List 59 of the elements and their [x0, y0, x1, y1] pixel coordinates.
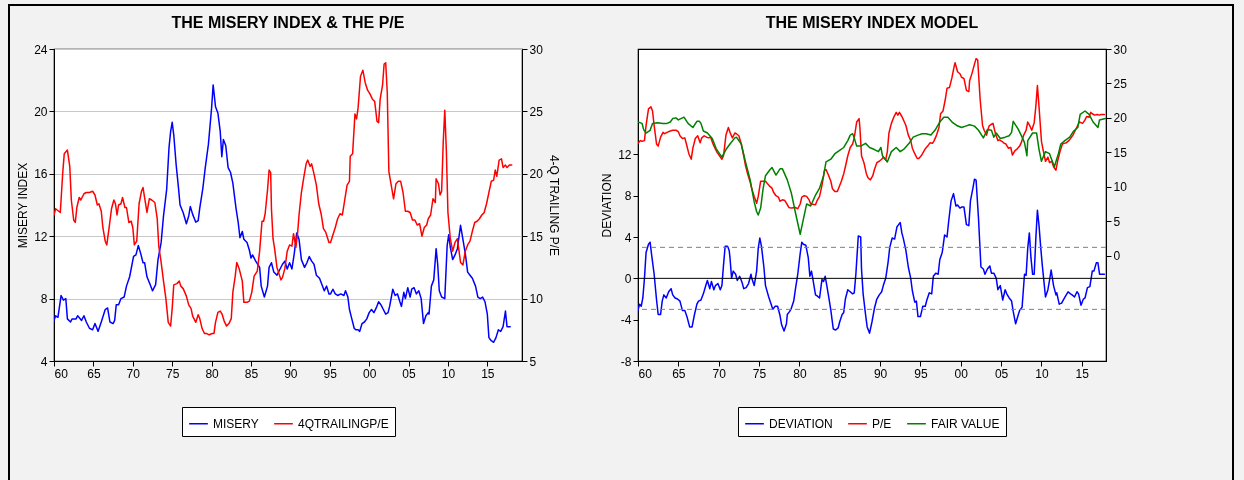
x-tick-label: 15	[481, 366, 495, 381]
x-tick-label: 15	[1075, 366, 1090, 381]
x-tick-label: 85	[244, 366, 259, 381]
y2-tick-label: 20	[529, 167, 544, 182]
y2-axis-title: 4-Q TRAILING P/E	[546, 154, 561, 257]
x-tick-label: 80	[205, 366, 220, 381]
x-tick-label: 60	[54, 366, 69, 381]
y2-tick-label: 10	[1113, 180, 1128, 195]
x-tick-label: 80	[793, 366, 807, 381]
y-tick-label: 4	[624, 230, 632, 245]
x-tick-label: 60	[638, 366, 653, 381]
legend-label: P/E	[872, 416, 892, 431]
x-tick-label: 70	[126, 366, 141, 381]
y2-tick-label: 10	[529, 292, 544, 307]
y2-tick-label: 5	[1113, 214, 1121, 229]
y-tick-label: 24	[34, 42, 48, 57]
legend-label: 4QTRAILINGP/E	[298, 416, 389, 431]
y-tick-label: -4	[620, 313, 632, 328]
y2-tick-label: 5	[529, 354, 537, 369]
legend-label: MISERY	[213, 416, 259, 431]
y-axis-title: DEVIATION	[600, 173, 615, 238]
x-tick-label: 90	[284, 366, 298, 381]
x-tick-label: 95	[914, 366, 928, 381]
x-tick-label: 95	[323, 366, 338, 381]
y-tick-label: -8	[620, 354, 632, 369]
legend-label: FAIR VALUE	[931, 416, 1000, 431]
x-tick-label: 70	[712, 366, 727, 381]
y2-tick-label: 20	[1113, 111, 1128, 126]
legend-label: DEVIATION	[769, 416, 833, 431]
x-tick-label: 85	[833, 366, 848, 381]
y-tick-label: 4	[40, 354, 48, 369]
x-tick-label: 00	[362, 366, 377, 381]
x-tick-label: 65	[87, 366, 101, 381]
y2-tick-label: 15	[529, 229, 544, 244]
y2-tick-label: 0	[1113, 249, 1121, 264]
y-tick-label: 8	[40, 292, 48, 307]
y-tick-label: 16	[34, 167, 48, 182]
y-axis-title: MISERY INDEX	[16, 162, 31, 249]
y2-tick-label: 25	[1113, 76, 1128, 91]
y2-tick-label: 30	[1113, 42, 1128, 57]
chart-title: THE MISERY INDEX MODEL	[765, 14, 979, 31]
x-tick-label: 10	[441, 366, 456, 381]
x-tick-label: 05	[402, 366, 417, 381]
x-tick-label: 10	[1035, 366, 1049, 381]
x-tick-label: 00	[954, 366, 969, 381]
y2-tick-label: 25	[529, 104, 544, 119]
x-tick-label: 90	[873, 366, 888, 381]
y2-tick-label: 30	[529, 42, 544, 57]
y-tick-label: 12	[618, 147, 632, 162]
y-tick-label: 12	[34, 229, 48, 244]
x-tick-label: 05	[994, 366, 1009, 381]
x-tick-label: 75	[166, 366, 180, 381]
y-tick-label: 8	[624, 189, 632, 204]
y-tick-label: 20	[34, 104, 48, 119]
y2-tick-label: 15	[1113, 145, 1128, 160]
x-tick-label: 75	[752, 366, 767, 381]
y-tick-label: 0	[624, 271, 632, 286]
x-tick-label: 65	[672, 366, 686, 381]
chart-title: THE MISERY INDEX & THE P/E	[171, 14, 405, 31]
